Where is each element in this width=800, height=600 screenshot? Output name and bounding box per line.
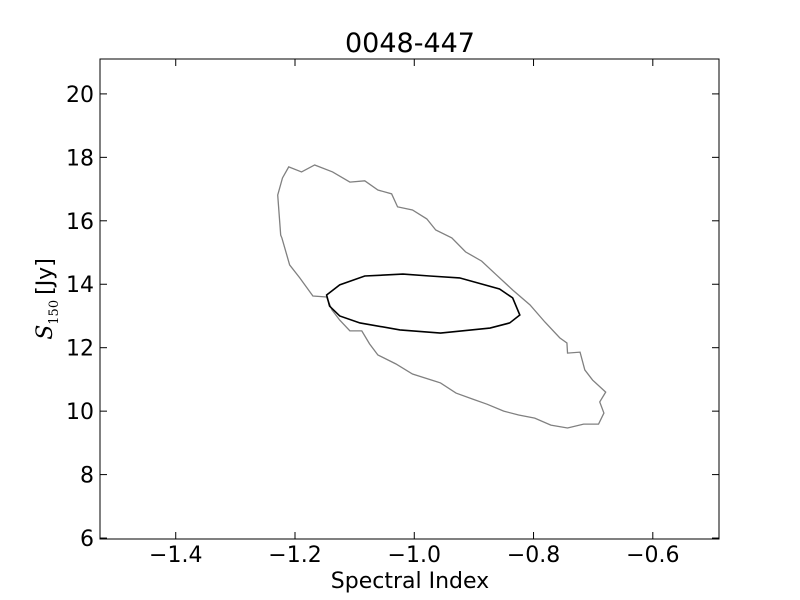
- y-tick-label: 16: [66, 210, 94, 235]
- contour-line: [325, 273, 521, 334]
- x-tick-label: −1.4: [149, 543, 202, 568]
- y-tick-label: 14: [66, 273, 94, 298]
- x-axis-label: Spectral Index: [331, 569, 489, 594]
- x-tick-label: −1.0: [388, 543, 441, 568]
- y-axis-label: S150 [Jy]: [33, 258, 62, 340]
- y-tick-label: 10: [66, 400, 94, 425]
- x-tick-label: −1.2: [268, 543, 321, 568]
- y-tick-label: 6: [80, 527, 94, 552]
- y-tick-label: 12: [66, 337, 94, 362]
- plot-frame: [99, 58, 720, 540]
- contour-line: [277, 164, 607, 429]
- y-label-symbol: S: [33, 325, 58, 340]
- y-label-subscript: 150: [47, 300, 62, 325]
- y-label-unit: [Jy]: [33, 258, 58, 295]
- chart-title: 0048-447: [345, 28, 475, 59]
- y-tick-label: 8: [80, 464, 94, 489]
- y-tick-label: 20: [66, 83, 94, 108]
- y-tick-label: 18: [66, 146, 94, 171]
- x-tick-label: −0.6: [626, 543, 679, 568]
- x-tick-label: −0.8: [507, 543, 560, 568]
